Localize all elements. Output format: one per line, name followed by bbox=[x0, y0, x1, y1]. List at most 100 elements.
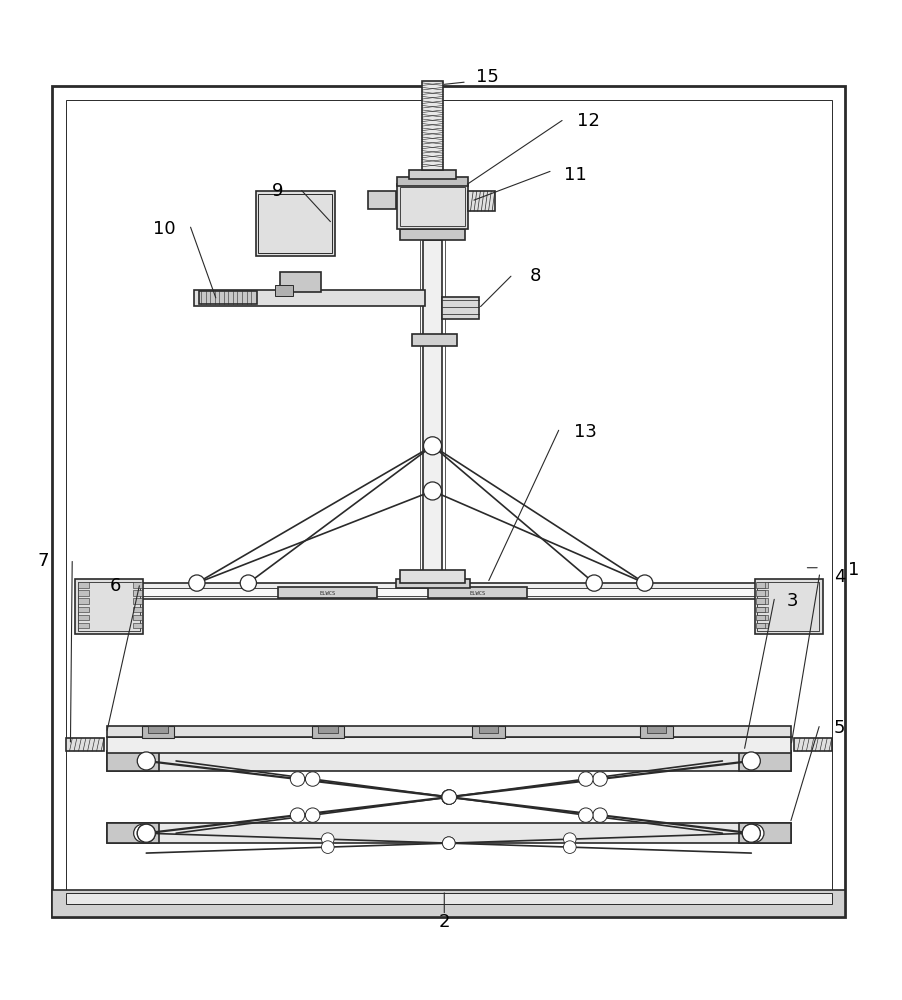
Text: ELWCS: ELWCS bbox=[319, 591, 336, 596]
Bar bbox=[318, 726, 337, 733]
Circle shape bbox=[563, 833, 575, 845]
Circle shape bbox=[423, 482, 441, 500]
Text: 9: 9 bbox=[272, 182, 283, 200]
Bar bbox=[738, 823, 790, 843]
Bar bbox=[106, 726, 790, 737]
Bar bbox=[142, 726, 174, 738]
Circle shape bbox=[305, 808, 319, 822]
Bar bbox=[422, 240, 442, 583]
Circle shape bbox=[321, 833, 334, 845]
Bar bbox=[754, 579, 822, 634]
Text: 15: 15 bbox=[475, 68, 499, 86]
Bar bbox=[755, 607, 764, 612]
Text: 2: 2 bbox=[438, 913, 449, 931]
Text: 3: 3 bbox=[787, 592, 797, 610]
Bar bbox=[755, 615, 764, 620]
Circle shape bbox=[321, 841, 334, 853]
Bar bbox=[756, 590, 768, 596]
Bar bbox=[93, 583, 804, 599]
Bar bbox=[421, 81, 443, 170]
Bar bbox=[400, 570, 465, 583]
Bar bbox=[66, 738, 104, 751]
Bar bbox=[194, 290, 425, 306]
Bar bbox=[400, 229, 465, 240]
Bar bbox=[428, 587, 527, 598]
Circle shape bbox=[442, 790, 456, 804]
Bar bbox=[755, 598, 764, 604]
Circle shape bbox=[442, 837, 455, 849]
Circle shape bbox=[240, 575, 256, 591]
Bar bbox=[52, 890, 844, 917]
Bar bbox=[395, 579, 469, 588]
Bar bbox=[148, 726, 168, 733]
Bar bbox=[258, 194, 332, 253]
Bar bbox=[106, 751, 159, 771]
Bar bbox=[793, 738, 831, 751]
Circle shape bbox=[636, 575, 652, 591]
Bar bbox=[106, 823, 790, 843]
Text: 4: 4 bbox=[833, 568, 844, 586]
Bar bbox=[368, 191, 395, 209]
Circle shape bbox=[189, 575, 205, 591]
Bar bbox=[106, 823, 159, 843]
Circle shape bbox=[741, 824, 759, 842]
Bar bbox=[756, 582, 818, 631]
Circle shape bbox=[442, 837, 455, 849]
Circle shape bbox=[745, 824, 763, 842]
Bar bbox=[66, 100, 831, 904]
Circle shape bbox=[441, 790, 456, 804]
Bar bbox=[755, 623, 764, 628]
Circle shape bbox=[137, 752, 155, 770]
Circle shape bbox=[441, 790, 456, 804]
Bar bbox=[275, 285, 293, 296]
Bar bbox=[646, 726, 666, 733]
Circle shape bbox=[137, 824, 155, 842]
Text: 7: 7 bbox=[38, 552, 49, 570]
Circle shape bbox=[423, 437, 441, 455]
Bar bbox=[311, 726, 344, 738]
Circle shape bbox=[290, 808, 305, 822]
Circle shape bbox=[585, 575, 602, 591]
Text: 13: 13 bbox=[573, 423, 596, 441]
Bar bbox=[133, 615, 142, 620]
Bar bbox=[467, 191, 494, 211]
Bar bbox=[106, 751, 790, 771]
Circle shape bbox=[442, 790, 456, 804]
Bar bbox=[280, 272, 320, 292]
Bar bbox=[78, 615, 89, 620]
Bar bbox=[278, 587, 377, 598]
Text: 12: 12 bbox=[576, 112, 600, 130]
Text: 6: 6 bbox=[110, 577, 121, 595]
Bar bbox=[133, 623, 142, 628]
Circle shape bbox=[741, 824, 759, 842]
Circle shape bbox=[133, 824, 152, 842]
Text: ELWCS: ELWCS bbox=[469, 591, 485, 596]
Circle shape bbox=[592, 772, 606, 786]
Circle shape bbox=[290, 772, 305, 786]
Bar bbox=[400, 187, 465, 226]
Bar bbox=[75, 579, 143, 634]
Bar bbox=[756, 598, 768, 604]
Bar bbox=[472, 726, 504, 738]
Bar bbox=[133, 590, 142, 596]
Bar bbox=[198, 291, 257, 304]
Bar bbox=[411, 334, 456, 346]
Bar bbox=[78, 623, 89, 628]
Circle shape bbox=[741, 752, 759, 770]
Circle shape bbox=[578, 772, 593, 786]
Bar bbox=[478, 726, 498, 733]
Bar bbox=[133, 582, 142, 588]
Bar bbox=[78, 607, 89, 612]
Bar bbox=[756, 615, 768, 620]
Bar bbox=[756, 607, 768, 612]
Text: 10: 10 bbox=[152, 220, 176, 238]
Bar bbox=[78, 582, 140, 631]
Bar bbox=[106, 588, 789, 596]
Bar bbox=[409, 170, 456, 179]
Circle shape bbox=[578, 808, 593, 822]
Text: 11: 11 bbox=[563, 166, 586, 184]
Bar bbox=[78, 598, 89, 604]
Bar bbox=[66, 893, 831, 904]
Bar bbox=[78, 590, 89, 596]
Bar bbox=[755, 582, 764, 588]
